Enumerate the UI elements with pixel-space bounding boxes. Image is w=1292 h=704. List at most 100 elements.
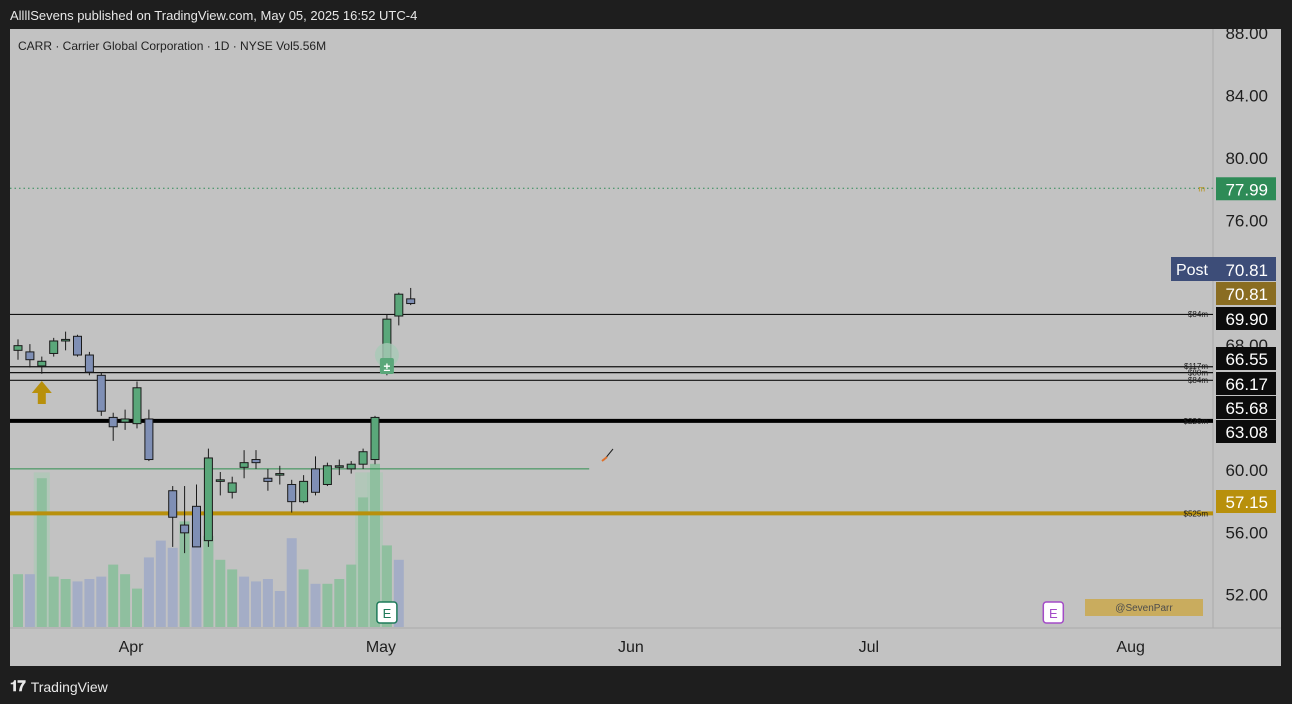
candle-body — [215, 479, 225, 482]
candle-body — [239, 462, 249, 468]
volume-bar — [167, 547, 178, 627]
volume-bar — [322, 583, 333, 627]
level-label: $117m — [1184, 362, 1208, 371]
price-tick-label: 52.00 — [1225, 586, 1268, 605]
price-tick-label: 80.00 — [1225, 149, 1268, 168]
candle-body — [108, 416, 118, 428]
candle-body — [263, 477, 273, 482]
target-price-badge-bg — [1216, 177, 1276, 201]
volume-bar — [132, 588, 142, 627]
time-tick-label: Apr — [119, 639, 145, 656]
annotations-layer: ± E E — [31, 343, 1065, 624]
candle-body — [346, 463, 356, 470]
chart-legend[interactable]: CARR · Carrier Global Corporation · 1D ·… — [18, 39, 326, 53]
level-label: $84m — [1188, 376, 1208, 385]
volume-bar — [203, 535, 214, 627]
volume-bar — [227, 569, 238, 627]
volume-bar — [96, 576, 107, 627]
volume-bar — [24, 574, 35, 627]
tradingview-brand: TradingView — [30, 678, 108, 695]
candle-body — [406, 298, 416, 305]
volume-bar — [334, 579, 345, 627]
watermark-box: @SevenParr — [1085, 599, 1203, 616]
level-badge-bg — [1216, 396, 1276, 419]
volume-bar — [13, 574, 23, 627]
candle-body — [132, 387, 142, 425]
candle-body — [168, 490, 178, 518]
earnings-label: E — [383, 606, 392, 621]
volume-bar — [108, 564, 119, 627]
level-badge: 66.17 — [1225, 375, 1268, 394]
volume-bar — [262, 579, 273, 627]
candle-body — [144, 418, 154, 461]
time-tick-label: Jun — [618, 639, 644, 656]
volume-bar — [274, 591, 285, 627]
candle-body — [287, 483, 297, 503]
footer-bar: 𝟏𝟕 TradingView — [0, 670, 1292, 704]
up-arrow-icon — [31, 381, 52, 404]
level-badge-bg — [1216, 307, 1276, 330]
volume-bar — [84, 579, 95, 627]
level-badge: 69.90 — [1225, 310, 1268, 329]
last-price-badge-bg — [1216, 282, 1276, 305]
last-price-badge: 70.81 — [1225, 285, 1268, 304]
level-badge: 66.55 — [1225, 350, 1268, 369]
level-badge-bg — [1216, 347, 1276, 370]
candle-body — [25, 351, 35, 361]
price-tick-label: 56.00 — [1225, 523, 1268, 542]
volume-bar — [346, 564, 357, 627]
level-badge: 65.68 — [1225, 399, 1268, 418]
tradingview-logo[interactable]: 𝟏𝟕 TradingView — [10, 678, 108, 695]
post-label: Post — [1176, 262, 1209, 279]
publish-header: AllllSevens published on TradingView.com… — [0, 0, 1292, 30]
target-marker: m — [1198, 184, 1205, 193]
target-price-badge: 77.99 — [1225, 180, 1268, 199]
candle-body — [49, 340, 59, 354]
level-label: $226m — [1184, 417, 1209, 426]
publish-info: AllllSevens published on TradingView.com… — [10, 8, 418, 23]
candle-body — [203, 457, 213, 542]
dividend-icon — [379, 358, 394, 374]
candle-body — [84, 354, 94, 373]
earnings-icon — [1042, 601, 1065, 624]
volume-bar — [215, 559, 226, 627]
candle-body — [370, 416, 380, 461]
price-tick-label: 84.00 — [1225, 87, 1268, 106]
price-tick-label: 60.00 — [1225, 461, 1268, 480]
level-badge-bg — [1216, 372, 1276, 395]
tradingview-logo-icon: 𝟏𝟕 — [10, 678, 26, 695]
candle-body — [311, 468, 320, 493]
time-axis[interactable]: Apr May Jun Jul Aug — [119, 639, 1145, 656]
volume-bar — [72, 581, 83, 627]
candle-body — [61, 338, 71, 342]
watermark-text: @SevenParr — [1115, 603, 1173, 614]
volume-bar — [286, 538, 297, 627]
volume-bar — [179, 521, 190, 627]
level-label: $80m — [1188, 369, 1208, 378]
candle-body — [299, 480, 309, 503]
candle-body — [37, 360, 47, 367]
volume-bar — [393, 559, 404, 627]
time-tick-label: May — [366, 639, 396, 656]
candle-body — [120, 418, 130, 423]
price-tick-label: 88.00 — [1225, 24, 1268, 43]
candles-layer — [13, 287, 416, 554]
candle-body — [251, 459, 261, 464]
level-badge: 57.15 — [1225, 493, 1268, 512]
volume-bar — [155, 540, 166, 627]
price-badges: 77.99 Post 70.81 70.81 69.90 66.55 66.17 65.68 6… — [1171, 177, 1276, 513]
candle-body — [192, 505, 201, 548]
volume-bar — [143, 557, 154, 627]
volume-bar — [60, 579, 71, 627]
volume-bar — [298, 569, 309, 627]
volume-bar — [191, 509, 202, 627]
candle-body — [394, 293, 404, 317]
candle-body — [322, 465, 332, 485]
volume-bar — [239, 576, 250, 627]
level-badge-bg — [1216, 420, 1276, 443]
level-badge-bg — [1216, 490, 1276, 513]
post-badge-bg — [1171, 257, 1276, 281]
volume-layer — [13, 463, 404, 627]
candle-body — [96, 374, 106, 412]
